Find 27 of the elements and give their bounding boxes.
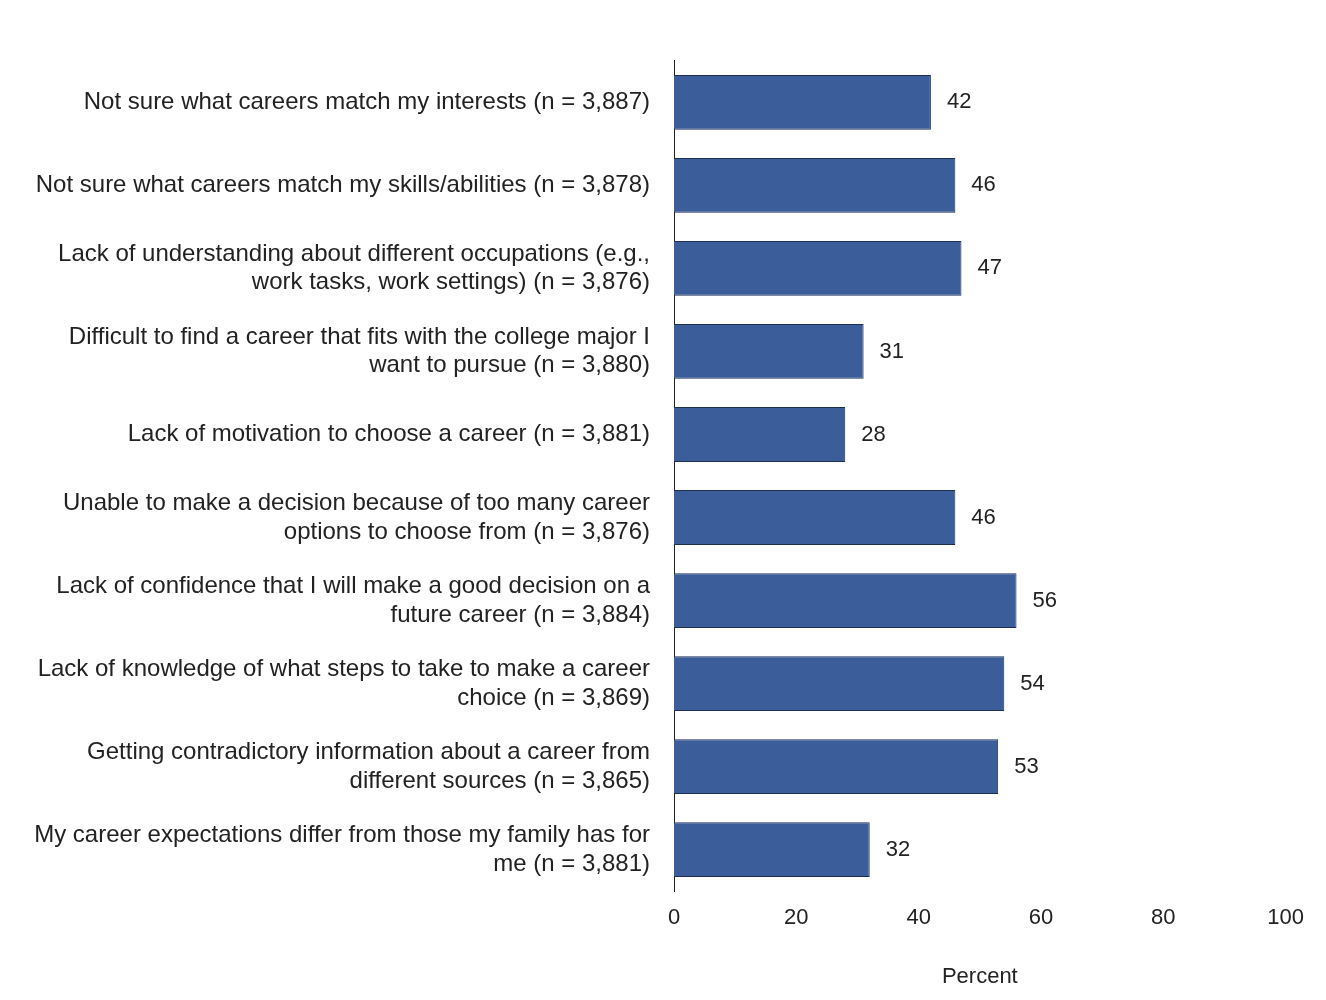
x-tick-label: 20 <box>784 904 809 930</box>
y-tick-label: My career expectations differ from those my family has for me (n = 3,881) <box>34 819 650 876</box>
x-tick-label: 100 <box>1267 904 1305 930</box>
data-label: 46 <box>971 171 996 197</box>
data-label: 28 <box>861 420 886 446</box>
y-tick-label: Not sure what careers match my interests (n = 3,887) <box>83 86 650 114</box>
y-tick-label: Not sure what careers match my skills/abilities (n = 3,878) <box>35 169 650 197</box>
y-tick-label: Difficult to find a career that fits with the college major I want to pursue (n = 3,880) <box>68 321 650 378</box>
x-tick-label: 40 <box>906 904 931 930</box>
data-label: 42 <box>946 88 972 114</box>
data-label: 31 <box>879 337 905 363</box>
data-label: 56 <box>1032 586 1058 612</box>
data-label: 46 <box>971 503 996 529</box>
y-tick-label: Unable to make a decision because of too many career options to choose from (n = 3,876) <box>62 487 650 544</box>
data-label: 47 <box>977 254 1002 280</box>
x-tick-label: 0 <box>667 904 681 930</box>
data-label: 32 <box>885 835 911 861</box>
y-tick-label: Lack of knowledge of what steps to take to make a career choice (n = 3,869) <box>37 653 650 710</box>
y-tick-label: Getting contradictory information about a career from different sources (n = 3,865) <box>87 736 650 793</box>
x-axis-title: Percent <box>941 962 1018 988</box>
y-tick-label: Lack of motivation to choose a career (n = 3,881) <box>127 419 650 447</box>
x-tick-label: 80 <box>1151 904 1176 930</box>
y-tick-label: Lack of understanding about different occupations (e.g., work tasks, work settings) (n = 3,876) <box>58 238 650 295</box>
data-label: 53 <box>1014 752 1039 778</box>
y-tick-label: Lack of confidence that I will make a good decision on a future career (n = 3,884) <box>56 570 651 627</box>
data-label: 54 <box>1020 669 1045 695</box>
x-tick-label: 60 <box>1028 904 1054 930</box>
